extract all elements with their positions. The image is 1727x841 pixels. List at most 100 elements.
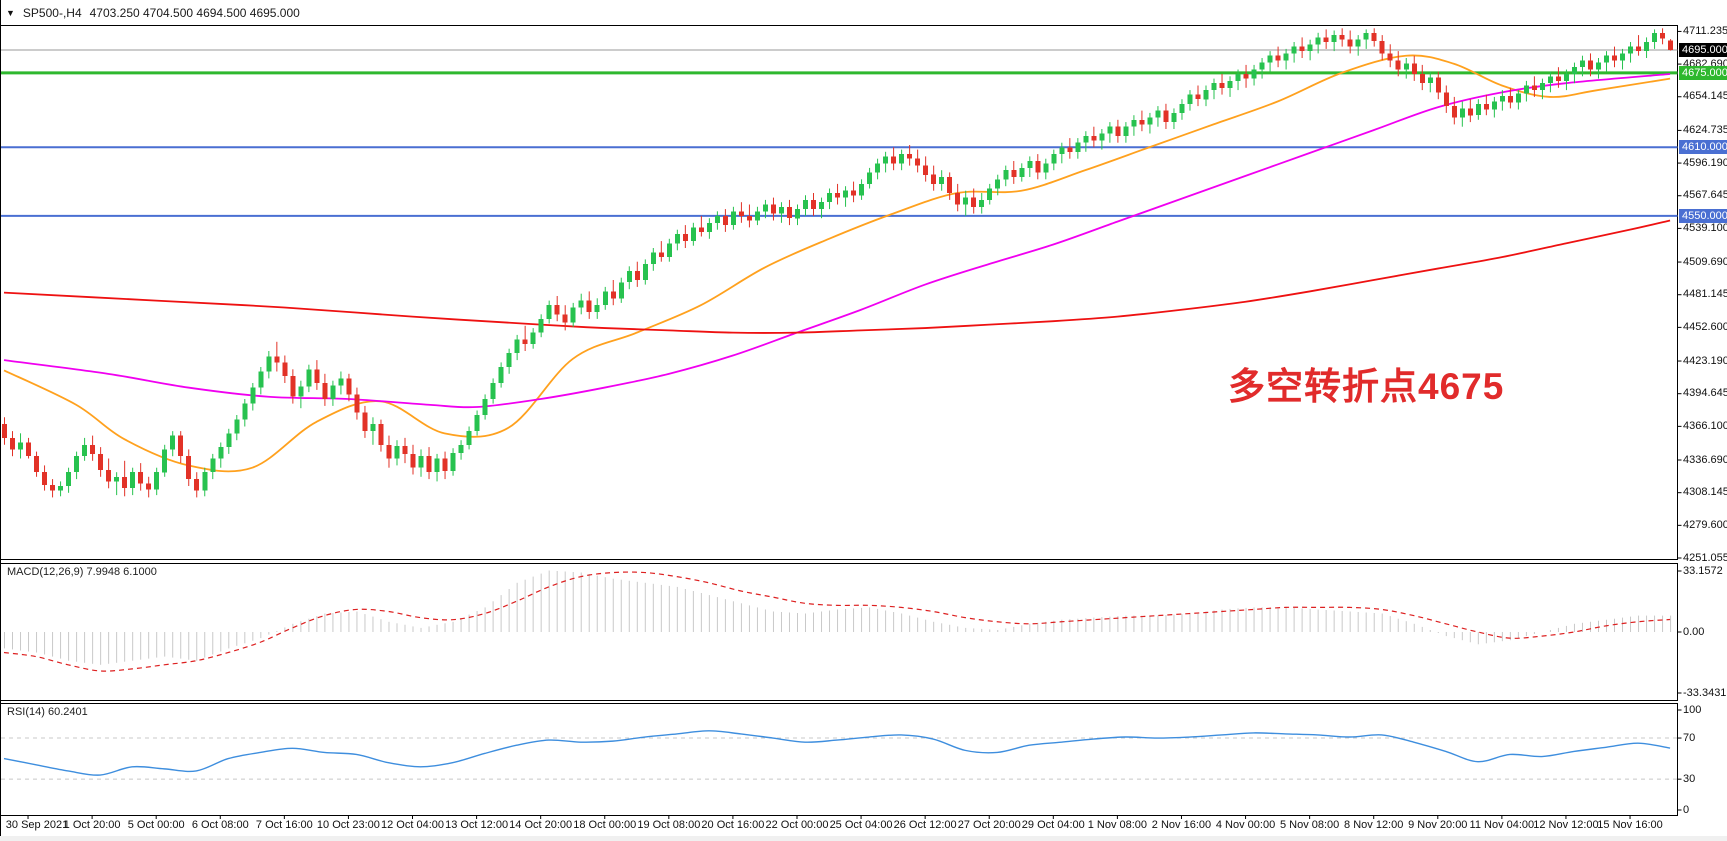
- candle: [995, 179, 1001, 189]
- candle: [963, 197, 969, 205]
- candle: [1339, 35, 1345, 40]
- candle: [1035, 161, 1041, 173]
- price-tick-label: 4452.600: [1683, 320, 1727, 333]
- candle: [90, 444, 96, 454]
- candle: [1411, 63, 1417, 74]
- price-tick-label: 4596.190: [1683, 156, 1727, 169]
- candle: [931, 174, 937, 184]
- candle: [923, 165, 929, 175]
- candle: [754, 211, 760, 221]
- candle: [770, 204, 776, 214]
- candle: [1515, 93, 1521, 103]
- candle: [202, 472, 208, 491]
- candle: [290, 376, 296, 397]
- candle: [210, 458, 216, 473]
- candle: [1251, 69, 1257, 79]
- candle: [34, 456, 40, 473]
- candle: [178, 435, 184, 457]
- price-tag-4610: 4610.000: [1679, 140, 1727, 155]
- candle: [466, 431, 472, 445]
- candle: [522, 339, 528, 345]
- rsi-tick-label: 30: [1683, 772, 1696, 785]
- candle: [298, 386, 304, 397]
- candle: [907, 154, 913, 159]
- candle: [1668, 40, 1674, 50]
- time-tick-label: 11 Nov 04:00: [1469, 819, 1535, 831]
- candle: [1620, 53, 1626, 61]
- candle: [706, 222, 712, 232]
- candle: [1131, 119, 1137, 127]
- candle: [843, 190, 849, 198]
- time-tick-label: 5 Oct 00:00: [127, 819, 185, 831]
- macd-indicator-label: MACD(12,26,9) 7.9948 6.1000: [7, 566, 157, 578]
- price-tick-label: 4711.235: [1683, 24, 1727, 37]
- candle: [1203, 90, 1209, 100]
- price-tick-label: 4366.100: [1683, 419, 1727, 432]
- candle: [1467, 108, 1473, 116]
- time-tick-label: 1 Nov 08:00: [1087, 819, 1148, 831]
- candle: [1083, 135, 1089, 143]
- candle: [915, 158, 921, 166]
- candle: [266, 356, 272, 372]
- candle: [314, 369, 320, 383]
- candle: [1163, 110, 1169, 122]
- candle: [610, 291, 616, 299]
- candle: [594, 305, 600, 313]
- symbol-dropdown-icon[interactable]: ▼: [6, 8, 15, 18]
- candle: [82, 444, 88, 457]
- candle: [602, 291, 608, 306]
- time-tick-label: 5 Nov 08:00: [1279, 819, 1340, 831]
- time-tick-label: 20 Oct 16:00: [701, 819, 765, 831]
- candle: [1275, 55, 1281, 61]
- candle: [1403, 63, 1409, 70]
- candle: [58, 486, 64, 491]
- time-tick-label: 22 Oct 00:00: [765, 819, 829, 831]
- candle: [1523, 85, 1529, 94]
- time-tick-label: 13 Oct 12:00: [445, 819, 509, 831]
- time-tick-label: 12 Nov 12:00: [1533, 819, 1599, 831]
- candle: [450, 452, 456, 472]
- candle: [226, 433, 232, 447]
- candle: [530, 332, 536, 344]
- candle: [1211, 83, 1217, 91]
- candle: [1475, 103, 1481, 116]
- candle: [1299, 46, 1305, 52]
- candle: [330, 385, 336, 399]
- candle: [650, 252, 656, 264]
- candle: [1227, 80, 1233, 88]
- candle: [634, 270, 640, 280]
- candle: [354, 394, 360, 413]
- candle: [1660, 32, 1666, 39]
- candle: [154, 472, 160, 490]
- candle: [370, 424, 376, 432]
- candle: [1451, 106, 1457, 118]
- candle: [66, 472, 72, 486]
- candle: [658, 252, 664, 258]
- candle: [1579, 60, 1585, 68]
- time-tick-label: 1 Oct 20:00: [63, 819, 121, 831]
- candle: [1595, 62, 1601, 70]
- candle: [1011, 170, 1017, 178]
- price-tick-label: 4251.055: [1683, 551, 1727, 564]
- time-tick-label: 29 Oct 04:00: [1021, 819, 1085, 831]
- chart-text-annotation[interactable]: 多空转折点4675: [1228, 366, 1505, 407]
- price-tick-label: 4481.145: [1683, 288, 1727, 301]
- time-tick-label: 7 Oct 16:00: [255, 819, 313, 831]
- candle: [722, 215, 728, 226]
- candle: [1123, 126, 1129, 136]
- candle: [674, 234, 680, 244]
- candle: [1379, 40, 1385, 54]
- candle: [138, 472, 144, 484]
- macd-panel-frame: [0, 563, 1678, 701]
- candle: [186, 456, 192, 480]
- time-tick-label: 18 Oct 00:00: [573, 819, 637, 831]
- price-tick-label: 4394.645: [1683, 387, 1727, 400]
- candle: [106, 470, 112, 482]
- price-tag-4675: 4675.000: [1679, 65, 1727, 80]
- candle: [426, 456, 432, 473]
- candle: [194, 479, 200, 491]
- candle: [690, 227, 696, 242]
- candle: [738, 211, 744, 216]
- candle: [1051, 154, 1057, 164]
